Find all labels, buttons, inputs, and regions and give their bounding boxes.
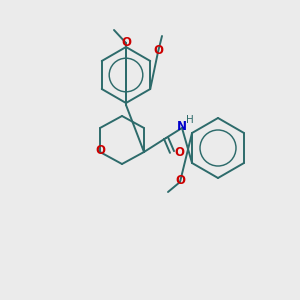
Text: O: O — [175, 175, 185, 188]
Text: O: O — [153, 44, 163, 58]
Text: O: O — [174, 146, 184, 158]
Text: N: N — [177, 121, 187, 134]
Text: O: O — [95, 145, 105, 158]
Text: H: H — [186, 115, 194, 125]
Text: O: O — [121, 35, 131, 49]
